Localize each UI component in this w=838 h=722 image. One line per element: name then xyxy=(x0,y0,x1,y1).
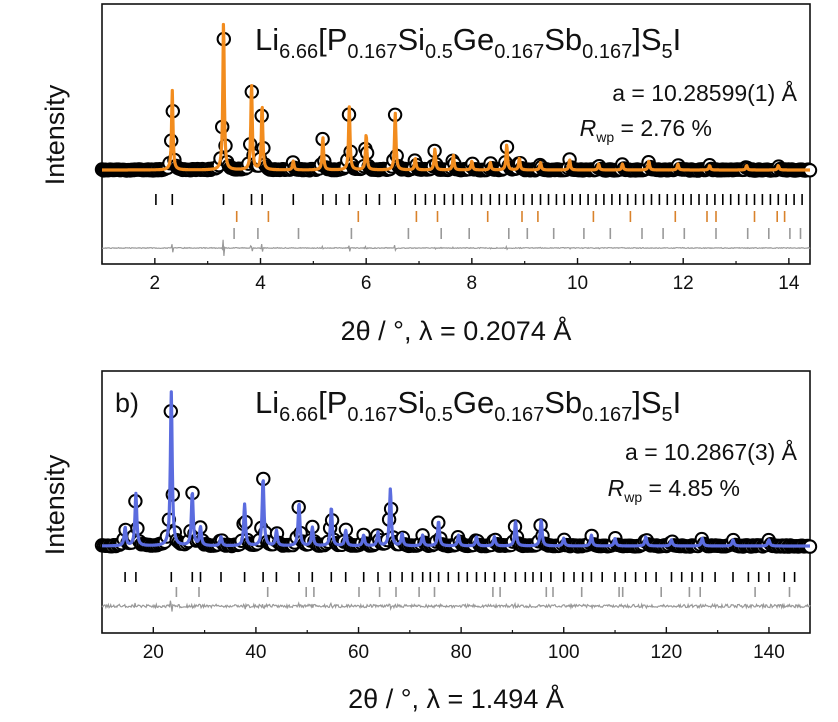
panel-a: 2 4 6 8 10 12 14 Li6.66[P0.167Si0.5Ge0.167Sb0.… xyxy=(40,3,818,346)
panel-b-calculated-fit-line xyxy=(100,390,812,548)
panel-b-x-tick-label: 60 xyxy=(348,642,369,663)
panel-b-label: b) xyxy=(115,388,139,418)
panel-b-x-label: 2θ / °, λ = 1.494 Å xyxy=(348,683,564,714)
panel-b-x-tick-label: 100 xyxy=(548,642,580,663)
panel-a-x-label: 2θ / °, λ = 0.2074 Å xyxy=(341,315,572,346)
panel-b-frame xyxy=(101,370,811,634)
panel-a-reflection-row-2 xyxy=(235,211,786,222)
panel-a-x-tick-label: 10 xyxy=(567,273,588,294)
panel-b-x-axis: 20 40 60 80 100 120 140 xyxy=(101,627,785,663)
panel-b-x-tick-label: 140 xyxy=(753,642,785,663)
panel-a-difference-curve xyxy=(101,239,811,256)
panel-b: 20 40 60 80 100 120 140 b) Li6.66[P0.167Si0.5G… xyxy=(40,370,818,714)
panel-b-reflection-row-2 xyxy=(175,587,791,597)
panel-b-plot-area xyxy=(94,390,818,612)
panel-a-plot-area xyxy=(94,22,818,256)
panel-b-x-tick-label: 80 xyxy=(451,642,472,663)
panel-a-calculated-fit-line xyxy=(100,22,812,172)
panel-a-frame xyxy=(101,3,811,265)
panel-b-y-label: Intensity xyxy=(40,454,70,555)
panel-b-formula: Li6.66[P0.167Si0.5Ge0.167Sb0.167]S5I xyxy=(255,385,681,426)
panel-b-x-tick-label: 20 xyxy=(143,642,164,663)
panel-a-x-tick-label: 6 xyxy=(361,273,372,294)
panel-b-rwp: Rwp = 4.85 % xyxy=(608,475,740,505)
panel-b-x-tick-label: 120 xyxy=(650,642,682,663)
panel-a-formula: Li6.66[P0.167Si0.5Ge0.167Sb0.167]S5I xyxy=(255,22,681,63)
panel-a-reflection-row-3 xyxy=(233,228,802,239)
panel-b-difference-curve xyxy=(101,600,811,612)
panel-a-rwp: Rwp = 2.76 % xyxy=(580,115,712,145)
panel-a-x-tick-label: 4 xyxy=(255,273,266,294)
panel-b-reflection-row-1 xyxy=(124,572,796,582)
panel-a-y-label: Intensity xyxy=(40,84,70,185)
panel-a-x-tick-label: 12 xyxy=(673,273,694,294)
panel-a-x-tick-label: 14 xyxy=(778,273,800,294)
panel-b-x-tick-label: 40 xyxy=(245,642,266,663)
panel-a-x-tick-label: 8 xyxy=(467,273,478,294)
panel-a-x-axis: 2 4 6 8 10 12 14 xyxy=(101,258,800,294)
panel-a-lattice-parameter: a = 10.28599(1) Å xyxy=(612,79,797,106)
panel-b-lattice-parameter: a = 10.2867(3) Å xyxy=(625,438,798,465)
panel-a-x-tick-label: 2 xyxy=(150,273,161,294)
panel-a-reflection-row-1 xyxy=(155,194,803,205)
